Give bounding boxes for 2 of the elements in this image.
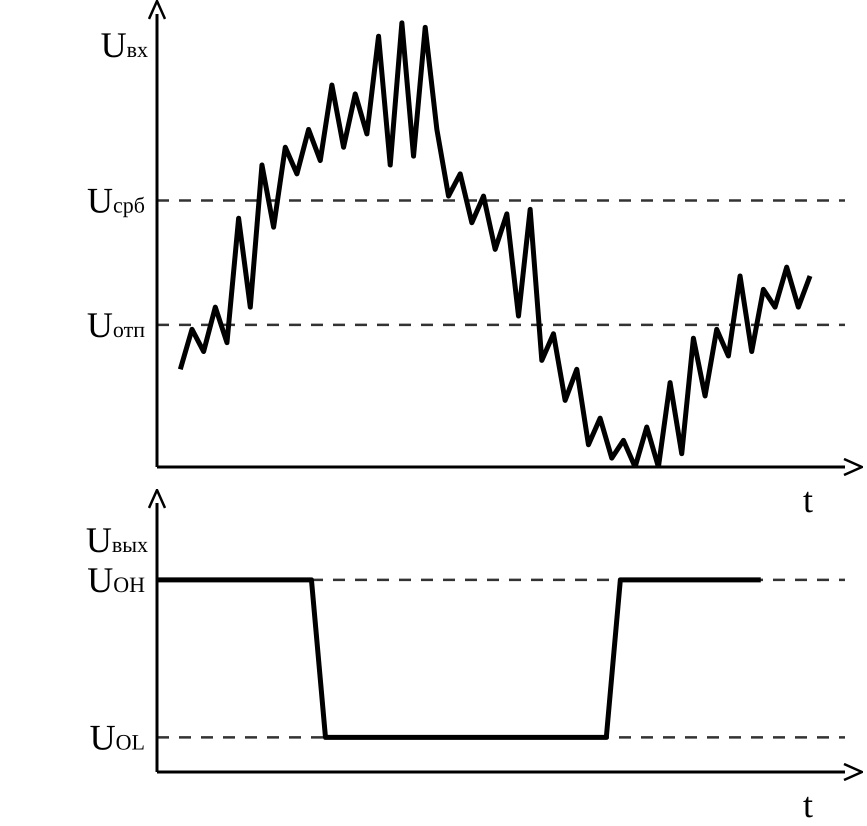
x-axis-title: t: [802, 480, 814, 520]
x-axis-title: t: [802, 785, 814, 825]
